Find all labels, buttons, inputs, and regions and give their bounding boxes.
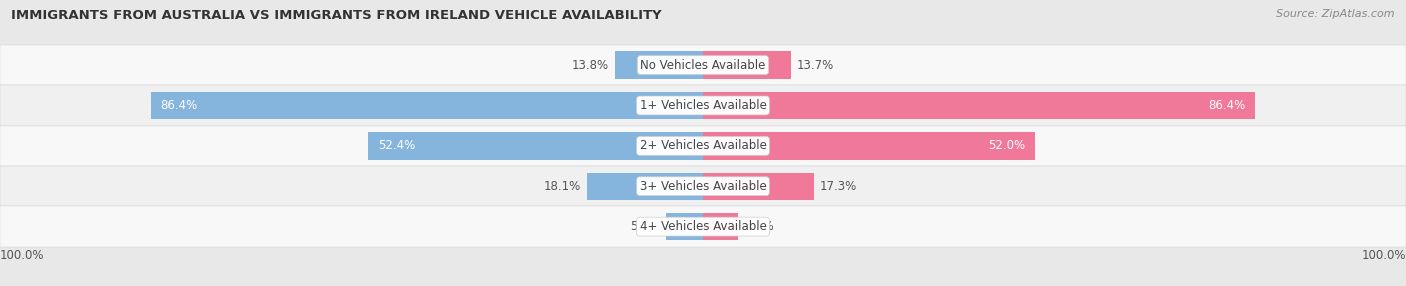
Bar — [0, 45, 1406, 85]
Bar — [0, 206, 1406, 247]
Text: 17.3%: 17.3% — [820, 180, 858, 193]
Bar — [666, 213, 703, 240]
Bar — [614, 51, 703, 79]
Bar — [703, 172, 814, 200]
Text: 18.1%: 18.1% — [544, 180, 581, 193]
Text: 13.8%: 13.8% — [571, 59, 609, 72]
Bar — [0, 126, 1406, 166]
Bar — [0, 166, 1406, 206]
Bar — [0, 85, 1406, 126]
Text: 100.0%: 100.0% — [1361, 249, 1406, 262]
Text: 52.0%: 52.0% — [988, 139, 1026, 152]
Text: Source: ZipAtlas.com: Source: ZipAtlas.com — [1277, 9, 1395, 19]
Text: 86.4%: 86.4% — [1208, 99, 1246, 112]
Text: 86.4%: 86.4% — [160, 99, 198, 112]
Text: 52.4%: 52.4% — [378, 139, 415, 152]
Text: 5.4%: 5.4% — [744, 220, 773, 233]
Text: 5.8%: 5.8% — [630, 220, 659, 233]
Text: 3+ Vehicles Available: 3+ Vehicles Available — [640, 180, 766, 193]
Bar — [703, 51, 790, 79]
Text: No Vehicles Available: No Vehicles Available — [640, 59, 766, 72]
Bar — [703, 132, 1035, 160]
Text: IMMIGRANTS FROM AUSTRALIA VS IMMIGRANTS FROM IRELAND VEHICLE AVAILABILITY: IMMIGRANTS FROM AUSTRALIA VS IMMIGRANTS … — [11, 9, 662, 21]
Bar — [703, 213, 738, 240]
Text: 2+ Vehicles Available: 2+ Vehicles Available — [640, 139, 766, 152]
Bar — [588, 172, 703, 200]
Text: 13.7%: 13.7% — [797, 59, 834, 72]
Bar — [703, 92, 1256, 119]
Text: 1+ Vehicles Available: 1+ Vehicles Available — [640, 99, 766, 112]
Text: 100.0%: 100.0% — [0, 249, 45, 262]
Bar — [150, 92, 703, 119]
Bar — [368, 132, 703, 160]
Text: 4+ Vehicles Available: 4+ Vehicles Available — [640, 220, 766, 233]
